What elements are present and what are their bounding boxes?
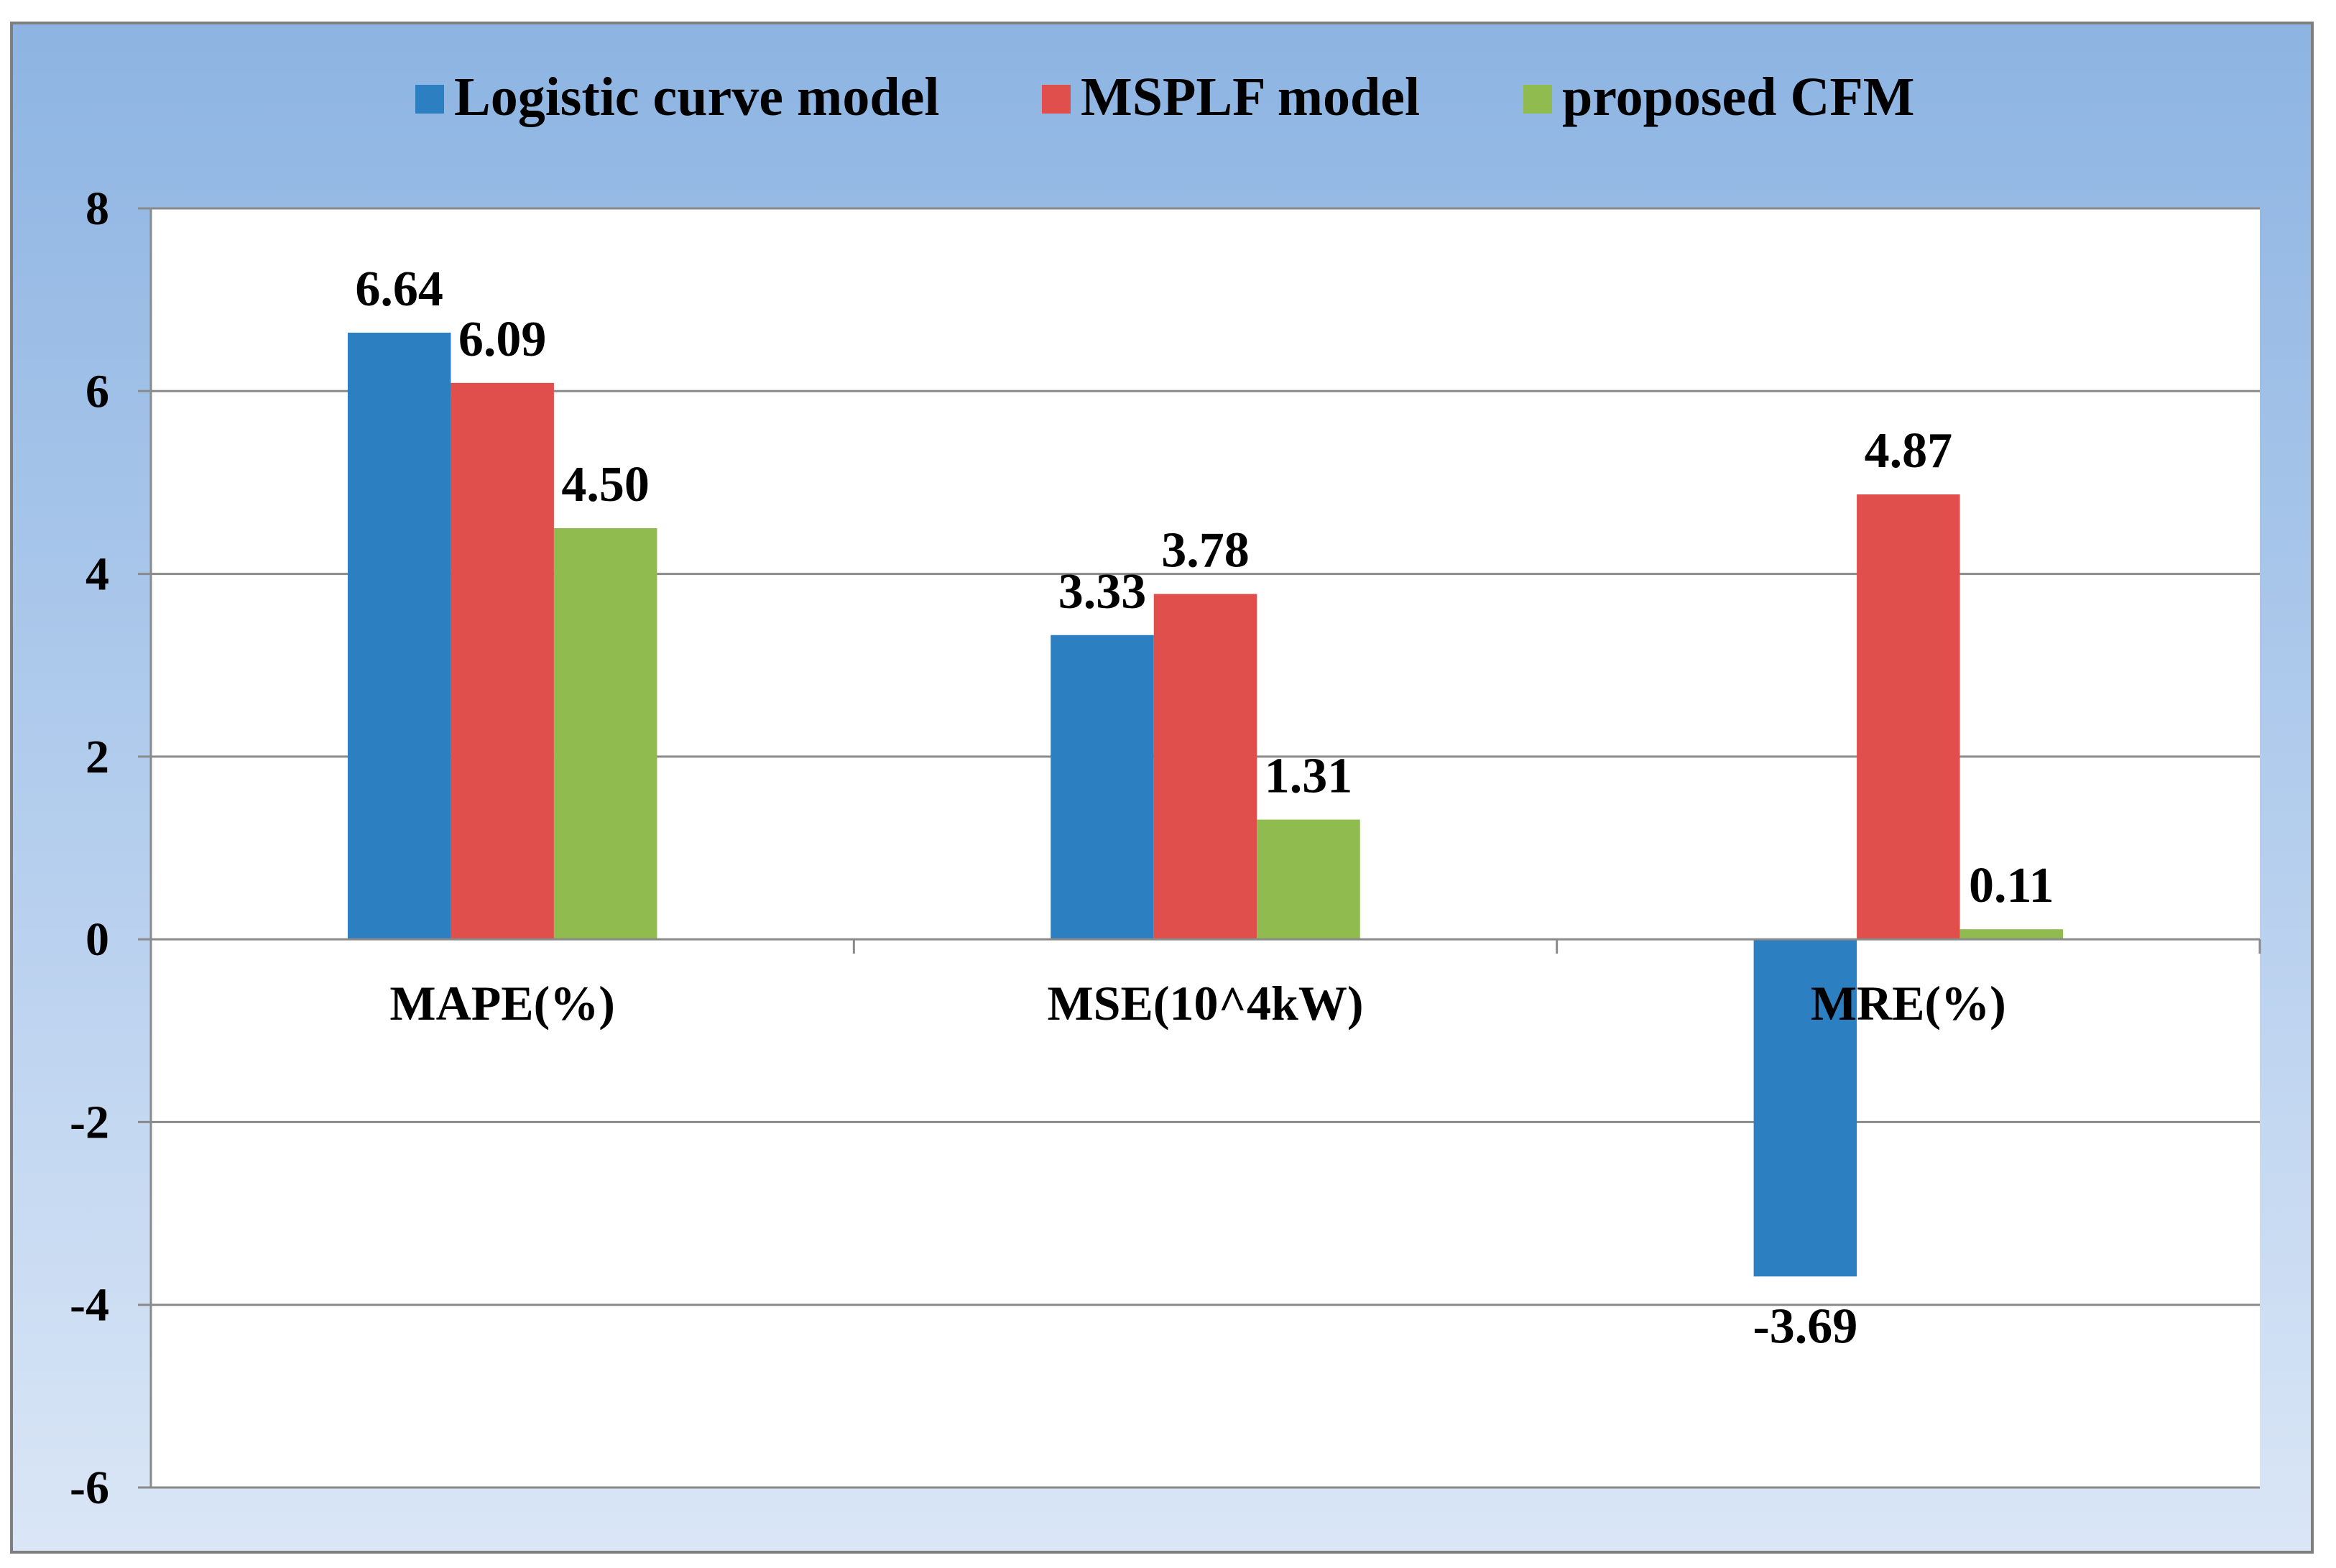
y-tick-label: -6 [70,1462,109,1514]
bar-msplf-model-mse-10-4kw [1153,594,1257,940]
legend-swatch-proposed-cfm [1523,85,1552,114]
bar-logistic-curve-model-mse-10-4kw [1051,635,1154,940]
legend-label-logistic-curve-model: Logistic curve model [454,67,939,127]
category-label: MSE(10^4kW) [1048,976,1364,1030]
data-label: 6.64 [355,262,443,317]
bar-proposed-cfm-mape [553,528,657,940]
bar-logistic-curve-model-mre [1753,939,1857,1277]
data-label: 0.11 [1969,858,2054,913]
data-label: 6.09 [458,312,547,367]
legend: Logistic curve model MSPLF model proposed … [415,67,1915,127]
category-label: MAPE(%) [389,976,614,1030]
legend-swatch-logistic-curve-model [415,85,444,114]
bar-proposed-cfm-mse-10-4kw [1257,819,1360,940]
axes: 8 6 4 2 0 -2 -4 -6 [70,183,2261,1514]
bar-msplf-model-mape [451,382,554,940]
legend-label-proposed-cfm: proposed CFM [1562,67,1915,127]
data-label: -3.69 [1753,1299,1857,1354]
y-tick-label: 2 [86,731,109,783]
bar-logistic-curve-model-mape [347,332,451,940]
data-label: 3.33 [1058,564,1147,619]
y-tick-label: 0 [86,913,109,966]
y-tick-label: 6 [86,365,109,418]
data-label: 4.50 [561,457,650,512]
y-tick-label: 8 [86,183,109,235]
legend-swatch-msplf-model [1042,85,1071,114]
y-tick-label: -2 [70,1096,109,1148]
bar-proposed-cfm-mre [1959,929,2064,940]
y-tick-label: 4 [86,548,109,601]
bar-msplf-model-mre [1857,494,1960,940]
data-label: 3.78 [1161,523,1250,578]
labels: 6.64 3.33 -3.69 6.09 3.78 4.87 4.50 1.31 0.11 MAP… [355,262,2054,1354]
data-label: 1.31 [1265,749,1353,804]
data-label: 4.87 [1865,423,1953,479]
y-tick-label: -4 [70,1279,109,1332]
category-label: MRE(%) [1811,976,2006,1030]
legend-label-msplf-model: MSPLF model [1081,67,1420,127]
bars [347,332,2064,1277]
